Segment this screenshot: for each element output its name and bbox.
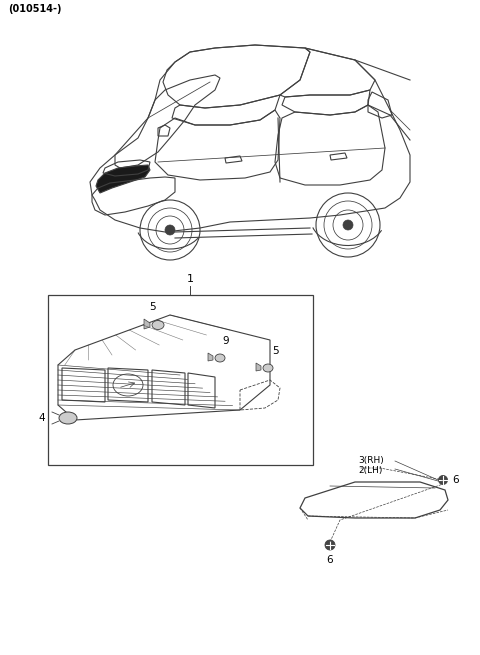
Polygon shape xyxy=(144,319,150,329)
Text: 2(LH): 2(LH) xyxy=(358,466,383,474)
Circle shape xyxy=(165,225,175,235)
Text: (010514-): (010514-) xyxy=(8,4,61,14)
Polygon shape xyxy=(256,363,261,371)
Text: 5: 5 xyxy=(272,346,278,356)
Text: 6: 6 xyxy=(452,475,458,485)
Circle shape xyxy=(343,220,353,230)
Text: 5: 5 xyxy=(149,302,156,312)
Circle shape xyxy=(325,540,335,550)
Polygon shape xyxy=(208,353,213,361)
Text: 9: 9 xyxy=(222,336,228,346)
Text: 4: 4 xyxy=(38,413,45,423)
Ellipse shape xyxy=(263,364,273,372)
Text: 3(RH): 3(RH) xyxy=(358,457,384,466)
Bar xyxy=(48,295,313,465)
Circle shape xyxy=(439,476,447,485)
Polygon shape xyxy=(96,165,150,193)
Ellipse shape xyxy=(152,320,164,329)
Text: 6: 6 xyxy=(327,555,333,565)
Text: 1: 1 xyxy=(187,274,193,284)
Ellipse shape xyxy=(215,354,225,362)
Ellipse shape xyxy=(59,412,77,424)
